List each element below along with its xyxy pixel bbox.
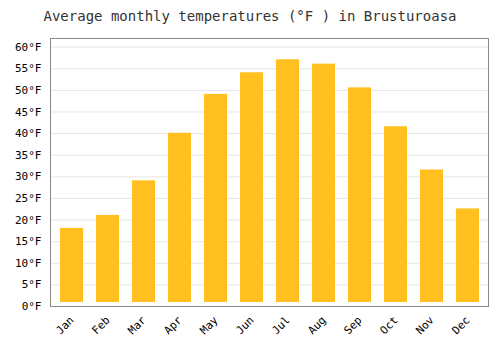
svg-text:Feb: Feb — [89, 314, 112, 337]
svg-text:Apr: Apr — [161, 313, 185, 337]
svg-text:40°F: 40°F — [15, 127, 42, 140]
svg-text:35°F: 35°F — [15, 149, 42, 162]
svg-text:May: May — [197, 313, 221, 337]
svg-text:55°F: 55°F — [15, 62, 42, 75]
html-text:Average monthly temperatures (: Average monthly temperatures (°F ) in Br… — [43, 8, 457, 24]
svg-text:Mar: Mar — [125, 313, 149, 337]
svg-text:Nov: Nov — [413, 313, 437, 337]
svg-text:Jan: Jan — [53, 314, 76, 337]
svg-text:45°F: 45°F — [15, 106, 42, 119]
svg-text:Jun: Jun — [233, 314, 256, 337]
svg-text:Oct: Oct — [377, 314, 400, 337]
svg-text:60°F: 60°F — [15, 41, 42, 54]
svg-text:Jul: Jul — [269, 314, 292, 337]
svg-text:25°F: 25°F — [15, 192, 42, 205]
svg-text:5°F: 5°F — [22, 278, 42, 291]
svg-text:50°F: 50°F — [15, 84, 42, 97]
svg-text:30°F: 30°F — [15, 170, 42, 183]
svg-text:Dec: Dec — [449, 314, 472, 337]
svg-text:15°F: 15°F — [15, 235, 42, 248]
svg-text:Aug: Aug — [305, 314, 328, 337]
svg-text:20°F: 20°F — [15, 214, 42, 227]
svg-text:0°F: 0°F — [22, 300, 42, 313]
svg-text:10°F: 10°F — [15, 257, 42, 270]
svg-text:Sep: Sep — [341, 314, 364, 337]
